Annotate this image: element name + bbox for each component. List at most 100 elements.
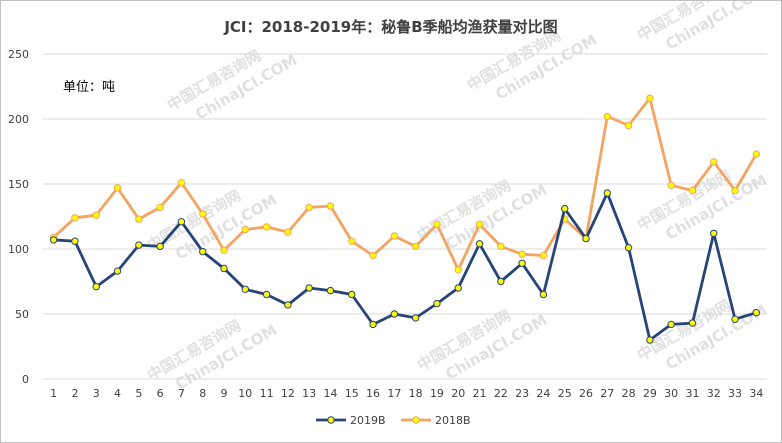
- y-tick-label: 200: [8, 113, 29, 126]
- data-point: [135, 241, 143, 249]
- data-point: [369, 251, 377, 260]
- series-2019B: [49, 189, 761, 344]
- data-point: [475, 220, 484, 229]
- data-point: [390, 232, 399, 240]
- x-tick-label: 34: [749, 387, 763, 400]
- chart-title: JCI：2018-2019年：秘鲁B季船均渔获量对比图: [223, 18, 557, 36]
- data-point: [624, 121, 633, 130]
- data-point: [710, 158, 718, 166]
- x-tick-label: 23: [515, 387, 529, 400]
- data-point: [199, 247, 207, 256]
- data-point: [411, 242, 420, 251]
- x-tick-label: 13: [302, 387, 316, 400]
- x-tick-label: 8: [199, 387, 206, 400]
- data-point: [177, 179, 186, 187]
- data-point: [113, 184, 122, 192]
- data-point: [688, 319, 697, 327]
- x-tick-label: 3: [93, 387, 100, 400]
- data-point: [582, 234, 590, 243]
- data-point: [624, 244, 633, 252]
- data-point: [241, 285, 249, 293]
- data-point: [284, 301, 292, 309]
- data-point: [262, 223, 271, 231]
- x-tick-label: 16: [366, 387, 380, 400]
- data-point: [731, 186, 739, 195]
- data-point: [646, 94, 654, 102]
- x-tick-label: 1: [50, 387, 57, 400]
- x-tick-label: 29: [643, 387, 657, 400]
- y-tick-label: 100: [8, 243, 29, 256]
- data-point: [561, 205, 569, 213]
- legend-swatch-marker: [412, 416, 420, 424]
- y-tick-label: 150: [8, 178, 29, 191]
- x-tick-label: 25: [558, 387, 572, 400]
- x-tick-label: 15: [345, 387, 359, 400]
- x-tick-label: 21: [473, 387, 487, 400]
- x-tick-label: 5: [135, 387, 142, 400]
- data-point: [92, 211, 100, 219]
- data-point: [156, 242, 164, 251]
- y-tick-label: 50: [15, 308, 29, 321]
- x-tick-label: 7: [178, 387, 185, 400]
- data-point: [603, 189, 611, 197]
- data-point: [113, 267, 122, 275]
- data-point: [497, 277, 505, 286]
- x-tick-label: 22: [494, 387, 508, 400]
- data-point: [731, 315, 739, 323]
- y-tick-label: 250: [8, 48, 29, 61]
- x-tick-label: 33: [728, 387, 742, 400]
- legend-item-2019B: 2019B: [316, 414, 386, 427]
- data-point: [518, 250, 526, 258]
- data-point: [305, 203, 313, 212]
- data-point: [475, 240, 484, 248]
- y-axis: 0 50 100 150 200 250: [8, 48, 29, 386]
- data-point: [348, 290, 356, 299]
- data-point: [326, 202, 335, 210]
- data-point: [752, 309, 761, 317]
- series-line: [52, 96, 758, 272]
- x-tick-label: 2: [71, 387, 78, 400]
- data-point: [262, 290, 271, 299]
- data-point: [305, 284, 313, 292]
- series-layer: [49, 94, 761, 344]
- x-tick-label: 19: [430, 387, 444, 400]
- data-point: [390, 310, 399, 318]
- data-point: [603, 112, 611, 121]
- data-point: [752, 150, 761, 158]
- unit-label: 单位：吨: [63, 80, 115, 95]
- x-tick-label: 12: [281, 387, 295, 400]
- x-tick-label: 14: [323, 387, 337, 400]
- x-tick-label: 28: [622, 387, 636, 400]
- data-point: [241, 225, 249, 234]
- data-point: [348, 237, 356, 245]
- x-tick-label: 9: [221, 387, 228, 400]
- data-point: [156, 203, 164, 212]
- x-tick-label: 20: [451, 387, 465, 400]
- data-point: [433, 220, 441, 229]
- x-tick-label: 24: [536, 387, 550, 400]
- data-point: [220, 246, 228, 255]
- legend-label: 2019B: [350, 414, 386, 427]
- data-point: [539, 251, 548, 260]
- data-point: [49, 236, 58, 244]
- x-tick-label: 31: [685, 387, 699, 400]
- series-line: [53, 191, 757, 342]
- data-point: [646, 336, 654, 344]
- data-point: [667, 181, 675, 190]
- x-axis: 1 2 3 4 5 6 7 8 9 10 11 12 13 14 15 16 17 18 19 20 21 22 23 24 2…: [50, 387, 763, 400]
- data-point: [199, 210, 207, 218]
- data-point: [454, 284, 462, 292]
- data-point: [135, 215, 143, 223]
- data-point: [71, 214, 79, 222]
- x-tick-label: 17: [387, 387, 401, 400]
- data-point: [369, 320, 377, 329]
- data-point: [710, 229, 718, 238]
- data-point: [220, 264, 228, 273]
- x-tick-label: 11: [260, 387, 274, 400]
